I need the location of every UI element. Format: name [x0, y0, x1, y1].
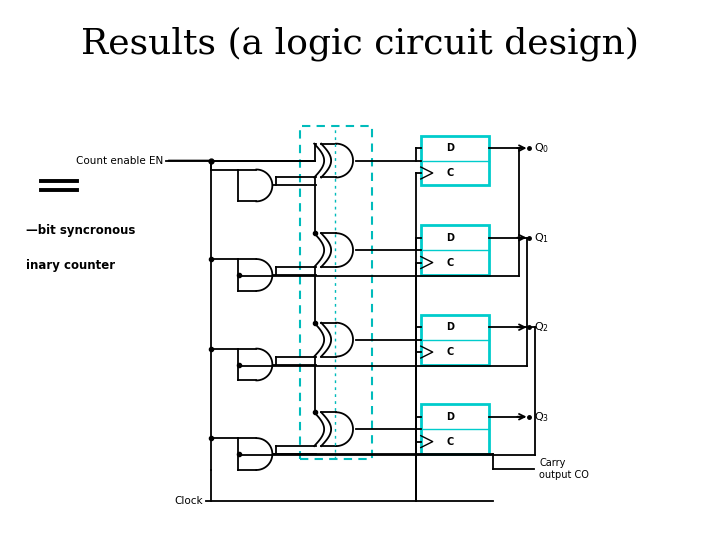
Text: D: D [446, 233, 454, 242]
Bar [420, 315, 488, 365]
Text: inary counter: inary counter [27, 259, 115, 272]
Text: D: D [446, 143, 454, 153]
Text: C: C [446, 258, 454, 267]
Bar [420, 404, 488, 454]
Bar [420, 136, 488, 185]
Text: Q$_1$: Q$_1$ [534, 231, 549, 245]
Bar [420, 225, 488, 275]
Text: Q$_0$: Q$_0$ [534, 141, 549, 155]
Text: C: C [446, 347, 454, 357]
Text: D: D [446, 411, 454, 422]
Text: Results (a logic circuit design): Results (a logic circuit design) [81, 26, 639, 61]
Text: Carry
output CO: Carry output CO [539, 458, 589, 480]
Text: Q$_3$: Q$_3$ [534, 410, 549, 424]
Text: Q$_2$: Q$_2$ [534, 320, 549, 334]
Text: Clock: Clock [174, 496, 202, 506]
Text: C: C [446, 437, 454, 447]
Text: —bit syncronous: —bit syncronous [27, 224, 135, 237]
Text: D: D [446, 322, 454, 332]
Text: Count enable EN: Count enable EN [76, 156, 163, 166]
Text: C: C [446, 168, 454, 178]
